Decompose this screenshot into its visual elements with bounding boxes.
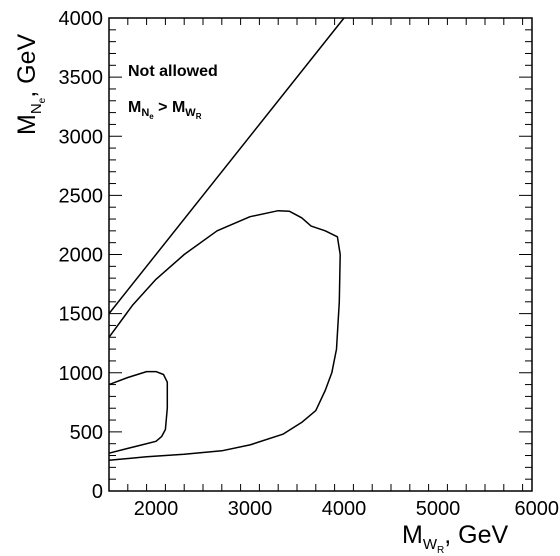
x-tick-label: 5000 xyxy=(416,498,461,520)
y-tick-label: 1500 xyxy=(59,304,104,326)
annotation-inequality: MNe > MWR xyxy=(128,99,202,121)
y-tick-label: 1000 xyxy=(59,363,104,385)
curve-diagonal xyxy=(108,17,345,315)
x-tick-label: 6000 xyxy=(515,498,560,520)
x-tick-label: 2000 xyxy=(134,498,179,520)
y-tick-label: 0 xyxy=(92,481,103,503)
y-tick-label: 2500 xyxy=(59,185,104,207)
axis-ticks xyxy=(108,17,532,492)
curve-inner-contour xyxy=(108,370,169,454)
y-tick-labels: 0 500 1000 1500 2000 2500 3000 3500 4000 xyxy=(59,8,104,503)
y-axis-title: MNe, GeV xyxy=(13,34,48,135)
y-tick-label: 500 xyxy=(70,422,103,444)
x-tick-labels: 2000 3000 4000 5000 6000 xyxy=(134,498,559,520)
x-axis-title: MWR, GeV xyxy=(402,521,508,556)
y-tick-label: 3000 xyxy=(59,126,104,148)
y-tick-label: 4000 xyxy=(59,8,104,30)
y-tick-label: 2000 xyxy=(59,245,104,267)
y-tick-label: 3500 xyxy=(59,67,104,89)
curves xyxy=(108,17,345,462)
plot-frame xyxy=(108,17,533,492)
x-tick-label: 3000 xyxy=(228,498,273,520)
x-tick-label: 4000 xyxy=(322,498,367,520)
curve-outer-contour xyxy=(108,209,341,462)
annotation-not-allowed: Not allowed xyxy=(128,63,218,80)
